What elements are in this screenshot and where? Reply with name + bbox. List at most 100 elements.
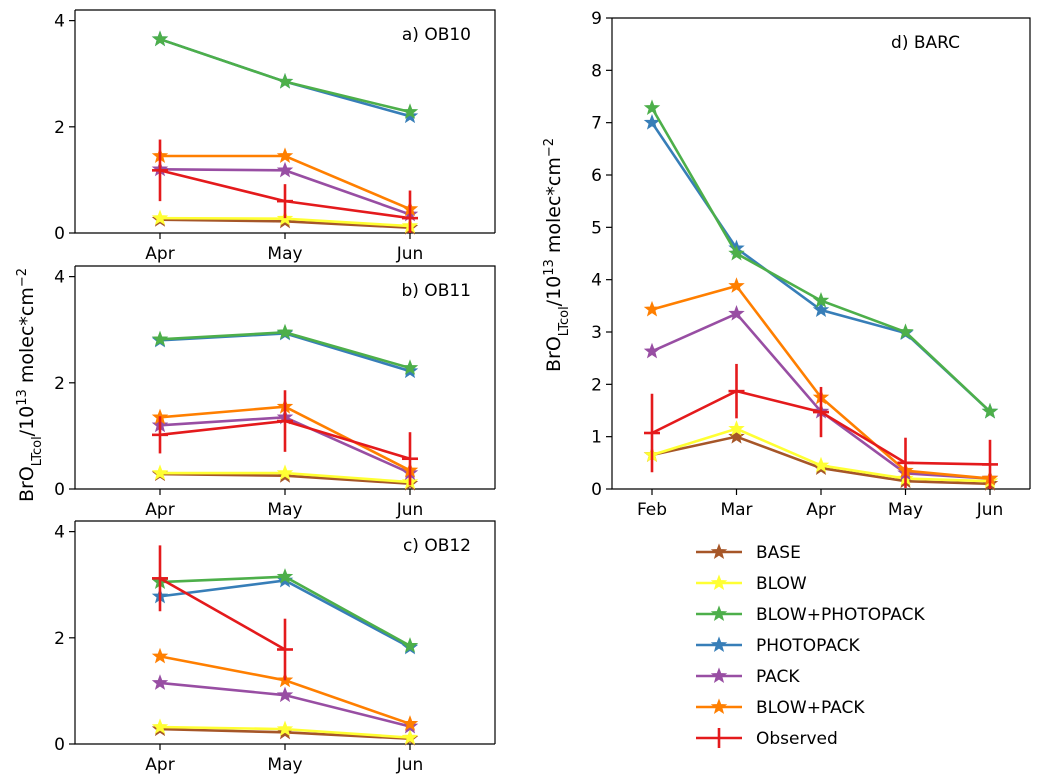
x-tick-label: May	[267, 244, 302, 264]
x-tick-label: Jun	[396, 500, 424, 520]
y-tick-label: 0	[591, 480, 602, 500]
axes-spine-outer	[612, 17, 1031, 489]
data-point	[401, 728, 419, 745]
panel-3: 0 2 4 Apr May Jun c) OB12	[54, 520, 496, 775]
legend-item: BLOW+PHOTOPACK	[696, 605, 926, 625]
series-blow	[151, 718, 419, 745]
y-tick-label: 0	[54, 480, 65, 500]
data-point	[151, 718, 169, 735]
legend-item: Observed	[696, 728, 838, 749]
data-point	[276, 161, 294, 178]
x-tick-label: Apr	[145, 500, 174, 520]
data-point	[151, 30, 169, 47]
legend-swatch-marker	[710, 605, 728, 621]
panel-title: a) OB10	[402, 25, 471, 45]
legend-label: Observed	[756, 729, 838, 749]
series-line	[651, 284, 991, 480]
panel-2: 0 2 4 Apr May Jun b) OB11	[54, 265, 496, 520]
data-point	[401, 359, 419, 375]
x-tick-label: May	[888, 500, 923, 520]
y-tick-label: 1	[591, 428, 602, 448]
series-line	[159, 332, 411, 373]
data-point	[401, 103, 419, 119]
legend-label: BLOW+PACK	[756, 698, 865, 718]
legend-item: PHOTOPACK	[696, 636, 861, 656]
legend-label: BASE	[756, 543, 801, 563]
y-tick-label: 8	[591, 61, 602, 81]
y-tick-label: 7	[591, 114, 602, 134]
legend-label: BLOW	[756, 574, 807, 594]
data-point	[151, 674, 169, 690]
left-ylabel: BrOLTcol/1013 molec*cm−2	[15, 268, 45, 502]
x-tick-label: Apr	[145, 755, 174, 775]
data-point	[401, 715, 419, 731]
y-tick-label: 0	[54, 735, 65, 755]
data-point	[151, 464, 169, 481]
data-point	[643, 342, 661, 359]
panel-1: 0 2 4 Apr May Jun a) OB10	[54, 9, 496, 264]
y-tick-label: 2	[54, 374, 65, 394]
legend: BASE BLOW BLOW+PHOTOPACK PHOTOPACK PACK BLOW+…	[696, 543, 926, 749]
panel-title: d) BARC	[891, 33, 960, 53]
legend-item: PACK	[696, 667, 800, 687]
legend-swatch-marker	[710, 636, 728, 652]
legend-item: BASE	[696, 543, 801, 563]
x-tick-label: Mar	[720, 500, 752, 520]
y-tick-label: 9	[591, 9, 602, 29]
panel-title: b) OB11	[401, 281, 471, 301]
x-tick-label: Apr	[806, 500, 835, 520]
series-blow-plus-photopack	[643, 99, 999, 419]
legend-label: PACK	[756, 667, 800, 687]
data-point	[276, 73, 294, 89]
data-point	[812, 456, 830, 473]
x-tick-label: Jun	[976, 500, 1004, 520]
data-point	[897, 323, 914, 339]
axes-spine-outer	[75, 265, 496, 489]
legend-swatch-marker	[710, 667, 728, 683]
x-tick-label: May	[267, 500, 302, 520]
axes-spine-outer	[75, 9, 496, 233]
series-line	[159, 577, 286, 651]
y-tick-label: 0	[54, 224, 65, 244]
data-point	[401, 637, 419, 653]
legend-item: BLOW+PACK	[696, 698, 865, 718]
data-point	[728, 244, 745, 261]
series-blow-plus-photopack	[151, 323, 419, 375]
panel-title: c) OB12	[403, 536, 471, 556]
x-tick-label: Jun	[396, 244, 424, 264]
data-point	[981, 402, 999, 419]
series-line	[650, 121, 991, 413]
legend-swatch-marker	[710, 698, 728, 714]
series-observed	[644, 363, 998, 489]
y-tick-label: 2	[591, 375, 602, 395]
y-tick-label: 2	[54, 629, 65, 649]
data-point	[276, 568, 294, 584]
y-tick-label: 4	[54, 523, 65, 543]
data-point	[643, 99, 661, 116]
legend-item: BLOW	[696, 574, 807, 594]
data-point	[812, 301, 830, 318]
data-point	[276, 147, 294, 164]
panel-4: 0 1 2 3 4 5 6 7 8 9 Feb Mar Apr May Jun d) BARC	[591, 9, 1031, 520]
data-point	[812, 291, 830, 308]
series-photopack	[643, 114, 999, 419]
series-observed	[152, 545, 293, 681]
data-point	[728, 277, 745, 293]
y-tick-label: 4	[54, 12, 65, 32]
legend-swatch-marker	[710, 574, 728, 590]
data-point	[643, 114, 661, 130]
series-blow-plus-photopack	[151, 30, 419, 119]
right-ylabel: BrOLTcol/1013 molec*cm−2	[542, 138, 572, 372]
axes-spine-outer	[75, 520, 496, 744]
data-point	[728, 428, 745, 444]
series-observed	[152, 139, 418, 233]
y-tick-label: 2	[54, 118, 65, 138]
x-tick-label: May	[267, 755, 302, 775]
y-tick-label: 5	[591, 218, 602, 238]
data-point	[276, 720, 294, 737]
y-tick-label: 6	[591, 166, 602, 186]
data-point	[151, 330, 169, 347]
data-point	[276, 323, 294, 340]
legend-label: BLOW+PHOTOPACK	[756, 605, 926, 625]
